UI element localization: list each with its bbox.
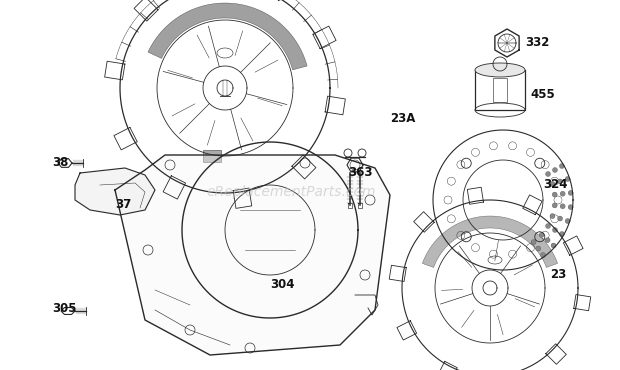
Ellipse shape	[475, 63, 525, 77]
Text: eReplacementParts.com: eReplacementParts.com	[206, 185, 376, 199]
Text: 324: 324	[543, 178, 567, 192]
Polygon shape	[148, 3, 307, 70]
Text: 38: 38	[52, 157, 68, 169]
Bar	[493, 78, 507, 102]
Text: 304: 304	[270, 279, 294, 292]
Circle shape	[539, 232, 544, 237]
Circle shape	[557, 179, 562, 184]
Circle shape	[552, 203, 557, 208]
Text: 37: 37	[115, 198, 131, 212]
Circle shape	[531, 239, 536, 245]
Circle shape	[546, 223, 551, 229]
Circle shape	[545, 238, 550, 243]
Polygon shape	[422, 216, 557, 268]
Circle shape	[568, 191, 573, 195]
Circle shape	[552, 192, 557, 197]
Circle shape	[551, 243, 556, 248]
Circle shape	[541, 252, 546, 258]
Text: 23: 23	[550, 269, 566, 282]
Circle shape	[550, 181, 555, 186]
Circle shape	[568, 205, 573, 210]
Text: 305: 305	[52, 302, 76, 314]
Polygon shape	[75, 168, 155, 215]
Circle shape	[565, 176, 570, 182]
Bar	[203, 150, 221, 162]
Circle shape	[550, 213, 555, 219]
Text: 23A: 23A	[390, 111, 415, 124]
Circle shape	[546, 172, 551, 176]
Circle shape	[559, 164, 564, 168]
Circle shape	[552, 228, 557, 232]
Text: 455: 455	[530, 88, 555, 101]
Text: 363: 363	[348, 165, 373, 178]
Circle shape	[536, 246, 541, 251]
Circle shape	[560, 191, 565, 196]
Circle shape	[552, 168, 557, 172]
Circle shape	[565, 219, 570, 223]
Circle shape	[560, 204, 565, 209]
Polygon shape	[115, 155, 390, 355]
Circle shape	[557, 216, 562, 221]
Circle shape	[559, 232, 564, 236]
Text: 332: 332	[525, 36, 549, 48]
